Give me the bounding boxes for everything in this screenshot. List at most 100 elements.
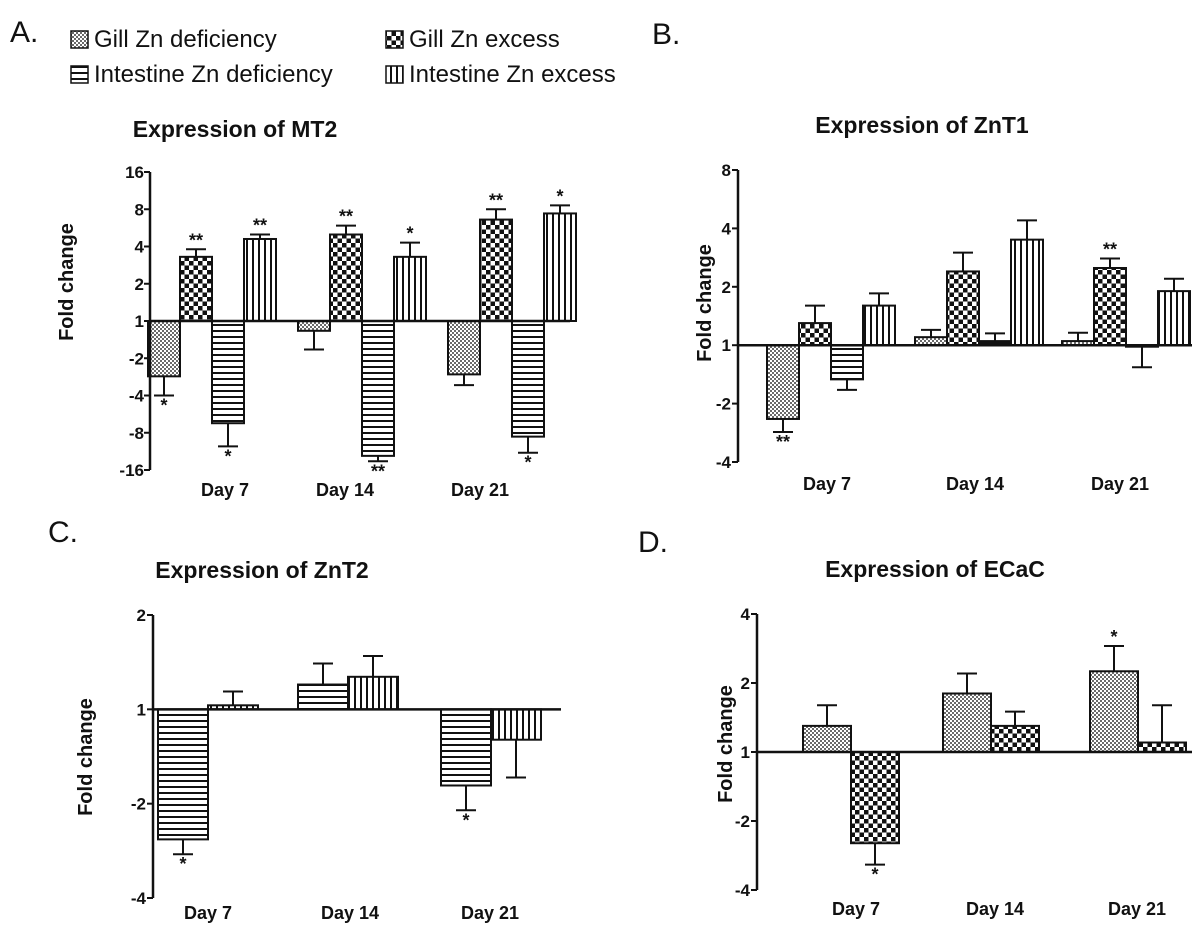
bar	[511, 320, 545, 438]
y-tick-label: 8	[135, 200, 144, 219]
bar	[802, 724, 852, 753]
legend-label-intestine-deficiency: Intestine Zn deficiency	[94, 61, 333, 88]
bar	[830, 344, 864, 381]
significance-mark: *	[871, 865, 878, 885]
x-category-label: Day 21	[1108, 899, 1166, 919]
y-axis-label: Fold change	[56, 223, 78, 341]
significance-mark: *	[179, 854, 186, 874]
bar	[447, 320, 481, 376]
y-axis-label: Fold change	[715, 685, 737, 803]
bar	[543, 212, 577, 322]
bar	[862, 304, 896, 347]
y-tick-label: 2	[137, 606, 146, 625]
significance-mark: **	[371, 461, 385, 481]
legend-swatch-intestine-excess	[385, 65, 404, 84]
y-tick-label: -4	[129, 387, 145, 406]
legend-label-gill-excess: Gill Zn excess	[409, 26, 560, 53]
y-tick-label: -8	[129, 424, 144, 443]
significance-mark: *	[556, 186, 563, 206]
chart-title: Expression of ZnT1	[815, 112, 1029, 138]
chart-title: Expression of MT2	[133, 116, 337, 142]
bar	[243, 237, 277, 322]
x-category-label: Day 14	[321, 903, 379, 923]
chart-title: Expression of ECaC	[825, 556, 1045, 582]
significance-mark: **	[489, 190, 503, 210]
x-category-label: Day 21	[1091, 474, 1149, 494]
bar	[157, 708, 209, 841]
legend-label-intestine-excess: Intestine Zn excess	[409, 61, 616, 88]
bar	[211, 320, 245, 425]
y-tick-label: -4	[735, 881, 751, 900]
chart-title: Expression of ZnT2	[155, 557, 368, 583]
y-tick-label: -4	[131, 889, 147, 908]
significance-mark: **	[189, 230, 203, 250]
bar	[490, 708, 542, 741]
bar	[361, 320, 395, 457]
y-tick-label: 2	[135, 275, 144, 294]
x-category-label: Day 7	[832, 899, 880, 919]
y-tick-label: 2	[741, 674, 750, 693]
y-tick-label: 2	[722, 278, 731, 297]
y-tick-label: -2	[129, 349, 144, 368]
x-category-label: Day 7	[201, 480, 249, 500]
bar	[479, 218, 513, 322]
y-tick-label: -2	[131, 795, 146, 814]
y-tick-label: 8	[722, 161, 731, 180]
bar	[1093, 266, 1127, 347]
x-category-label: Day 14	[946, 474, 1004, 494]
chart-panel-2: B. Expression of ZnT1 Fold change ** ** 8 4 2 1 -…	[652, 18, 1192, 494]
bar	[850, 751, 900, 845]
bar	[990, 724, 1040, 753]
chart-panel-4: D. Expression of ECaC Fold change * * 4 2 1 -2 -4…	[638, 526, 1192, 919]
legend-swatch-gill-excess	[385, 30, 404, 49]
bar	[1010, 238, 1044, 347]
y-tick-label: 4	[722, 219, 732, 238]
x-category-label: Day 7	[184, 903, 232, 923]
y-tick-label: 1	[137, 700, 146, 719]
y-axis-label: Fold change	[75, 698, 97, 816]
bar	[1089, 670, 1139, 753]
x-category-label: Day 21	[451, 480, 509, 500]
y-tick-label: 4	[135, 238, 145, 257]
y-tick-label: 16	[125, 163, 144, 182]
bar	[946, 270, 980, 347]
significance-mark: *	[406, 224, 413, 244]
legend-swatch-intestine-deficiency	[70, 65, 89, 84]
bar	[329, 233, 363, 322]
y-tick-label: -4	[716, 453, 732, 472]
significance-mark: *	[1110, 627, 1117, 647]
y-tick-label: 1	[135, 312, 144, 331]
bar	[347, 675, 399, 711]
panel-letter: A.	[10, 16, 38, 49]
bar	[798, 322, 832, 347]
significance-mark: *	[462, 810, 469, 830]
bar	[297, 320, 331, 332]
panel-letter: D.	[638, 526, 668, 559]
x-category-label: Day 21	[461, 903, 519, 923]
bar	[179, 255, 213, 322]
significance-mark: *	[224, 446, 231, 466]
y-tick-label: 4	[741, 605, 751, 624]
y-tick-label: -16	[119, 461, 144, 480]
legend-label-gill-deficiency: Gill Zn deficiency	[94, 26, 277, 53]
bar	[766, 344, 800, 420]
panel-letter: C.	[48, 516, 78, 549]
x-category-label: Day 14	[966, 899, 1024, 919]
y-tick-label: -2	[735, 812, 750, 831]
significance-mark: **	[1103, 239, 1117, 259]
bar	[297, 683, 349, 711]
y-tick-label: 1	[722, 336, 731, 355]
significance-mark: **	[253, 216, 267, 236]
bar	[147, 320, 181, 378]
x-category-label: Day 14	[316, 480, 374, 500]
bar	[393, 255, 427, 322]
legend: Gill Zn deficiency Gill Zn excess Intest…	[70, 26, 616, 88]
legend-swatch-gill-deficiency	[70, 30, 89, 49]
bar	[1157, 290, 1191, 347]
y-tick-label: -2	[716, 395, 731, 414]
bar	[1137, 741, 1187, 754]
bar	[440, 708, 492, 787]
